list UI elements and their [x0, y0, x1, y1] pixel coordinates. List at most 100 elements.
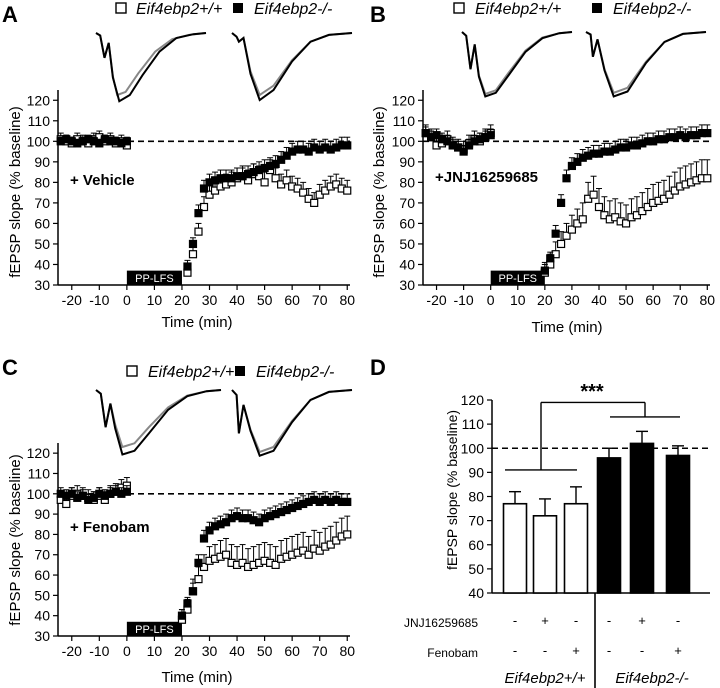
y-tick-label: 50: [34, 236, 50, 252]
data-point-ko: [443, 137, 452, 146]
data-point-ko: [95, 139, 104, 148]
legend-ko-label-c: Eif4ebp2-/-: [256, 364, 334, 381]
data-point-wt: [343, 186, 352, 195]
x-tick-label: -20: [62, 292, 82, 308]
x-tick-label: 10: [147, 292, 163, 308]
example-traces-b: [461, 31, 707, 98]
y-tick-label: 40: [34, 608, 50, 624]
x-tick-label: 20: [537, 292, 553, 308]
panel-b-label: B: [370, 2, 386, 27]
data-point-ko: [562, 174, 571, 183]
data-point-wt: [271, 174, 280, 183]
data-point-wt: [343, 530, 352, 539]
data-point-wt: [665, 190, 674, 199]
data-point-wt: [670, 186, 679, 195]
x-tick-label: 50: [618, 292, 634, 308]
data-point-wt: [332, 180, 341, 189]
data-point-ko: [122, 137, 131, 146]
panel-d-label: D: [370, 355, 386, 380]
y-tick-label: 60: [468, 537, 484, 553]
treatment-mark: -: [513, 643, 517, 658]
data-point-wt: [659, 194, 669, 203]
data-point-wt: [589, 190, 598, 199]
data-point-ko: [546, 254, 555, 263]
data-point-wt: [643, 202, 652, 212]
legend-filled-square-b: [592, 3, 602, 13]
data-point-wt: [271, 560, 280, 569]
x-tick-label: 70: [312, 292, 328, 308]
y-tick-label: 70: [34, 195, 50, 211]
condition-label-a: + Vehicle: [70, 172, 135, 189]
treatment-mark: +: [674, 643, 682, 658]
bar: [629, 442, 655, 594]
y-tick-label: 80: [468, 489, 484, 505]
example-traces-c: [95, 389, 353, 457]
treatment-mark: +: [572, 643, 580, 658]
y-tick-label: 70: [34, 547, 50, 563]
data-point-wt: [304, 550, 313, 559]
x-tick-label: 20: [174, 292, 190, 308]
data-point-ko: [304, 147, 313, 156]
treatment-mark: +: [638, 613, 646, 628]
bar: [596, 457, 622, 594]
data-point-wt: [611, 213, 620, 222]
data-point-ko: [540, 266, 549, 275]
y-tick-label: 60: [34, 215, 50, 231]
data-point-wt: [600, 211, 609, 220]
data-point-ko: [282, 151, 291, 160]
data-point-ko: [183, 599, 192, 608]
bar: [665, 454, 691, 594]
x-tick-label: -10: [453, 292, 473, 308]
data-point-ko: [277, 155, 286, 164]
y-tick-label: 70: [468, 513, 484, 529]
data-point-wt: [260, 178, 269, 187]
y-tick-label: 110: [462, 416, 485, 432]
panel-a: A Eif4ebp2+/+ Eif4ebp2-/- 30 40 50 60 70 80 90…: [2, 1, 355, 331]
data-point-ko: [194, 558, 203, 567]
legend-filled-square-c: [235, 366, 245, 376]
data-point-wt: [321, 186, 330, 195]
data-point-wt: [205, 190, 214, 199]
y-tick-label: 80: [34, 526, 50, 542]
group-label-ko: Eif4ebp2-/-: [615, 670, 688, 687]
treatment-mark: -: [640, 643, 644, 658]
legend-open-square-c: [126, 365, 138, 377]
data-point-wt: [282, 176, 291, 185]
trace-ko: [231, 32, 353, 102]
data-point-wt: [194, 227, 203, 236]
condition-label-b: +JNJ16259685: [435, 169, 538, 186]
y-tick-label: 40: [468, 585, 484, 601]
x-tick-label: 40: [591, 292, 607, 308]
trace-wt: [231, 32, 353, 97]
y-tick-label: 100: [392, 133, 416, 149]
bar-plot-area-d: 40 50 60 70 80 90 100 110 120 - + - - + - - - + - - +: [461, 392, 710, 688]
data-point-wt: [299, 188, 308, 197]
data-point-wt: [194, 575, 203, 584]
x-tick-label: -20: [426, 292, 446, 308]
x-tick-label: -10: [89, 643, 109, 659]
data-point-ko: [486, 131, 495, 140]
data-point-wt: [594, 202, 604, 212]
x-tick-label: 30: [202, 292, 218, 308]
y-tick-label: 30: [34, 628, 50, 644]
y-tick-label: 90: [34, 154, 50, 170]
treatment-mark: +: [541, 613, 549, 628]
y-tick-label: 90: [399, 154, 415, 170]
treatment-mark: -: [607, 613, 611, 628]
y-tick-label: 70: [399, 195, 415, 211]
x-tick-label: 0: [123, 643, 131, 659]
y-axis-label-b: fEPSP slope (% baseline): [371, 106, 388, 277]
x-tick-label: 80: [700, 292, 716, 308]
data-point-ko: [454, 143, 463, 152]
x-tick-label: -20: [62, 643, 82, 659]
y-tick-label: 90: [468, 464, 484, 480]
data-point-wt: [638, 207, 647, 216]
treatment-mark: -: [574, 613, 578, 628]
panel-c: C Eif4ebp2+/+ Eif4ebp2-/- 30 40 50 60 70 80 90…: [2, 355, 355, 686]
data-point-wt: [199, 202, 209, 212]
x-tick-label: 30: [202, 643, 218, 659]
x-axis-label-c: Time (min): [161, 669, 232, 686]
y-tick-label: 50: [399, 236, 415, 252]
data-point-wt: [62, 499, 71, 509]
